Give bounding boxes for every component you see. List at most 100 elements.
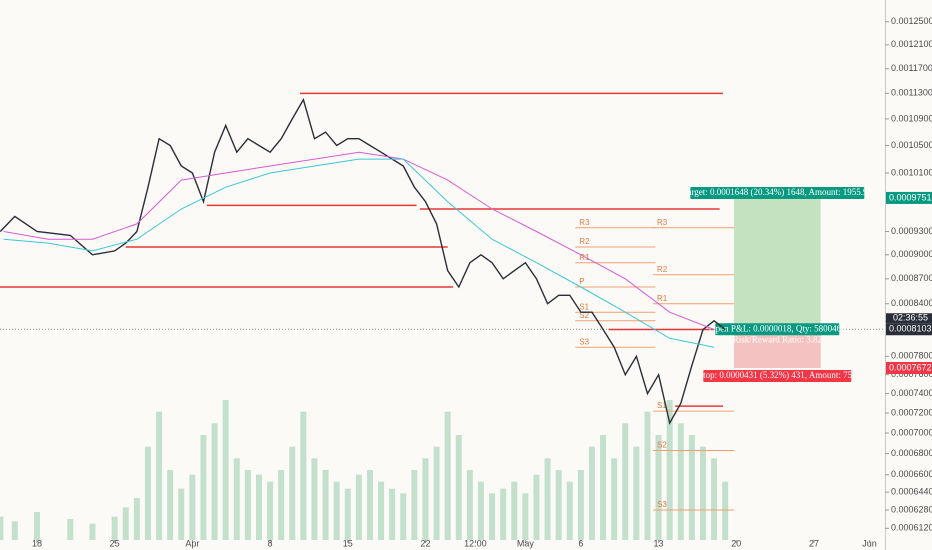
- y-tick-label: 0.0007000: [891, 427, 932, 437]
- pivot-label: S1: [657, 401, 667, 410]
- rr-label: Risk/Reward Ratio: 3.82: [733, 334, 822, 344]
- volume-bar: [378, 481, 385, 540]
- axis-tag: 0.0008103: [889, 324, 932, 334]
- target-label-bg: [690, 186, 865, 199]
- y-tick-label: 0.0010900: [891, 113, 932, 123]
- x-tick-label: May: [517, 538, 535, 548]
- volume-bar: [555, 470, 562, 540]
- volume-bar: [289, 446, 296, 540]
- band-line: [3, 151, 715, 330]
- volume-bar: [122, 507, 129, 540]
- target-label: Target: 0.0001648 (20.34%) 1648, Amount:…: [683, 187, 872, 197]
- volume-bar: [233, 458, 240, 540]
- x-tick-label: 15: [343, 538, 353, 548]
- pivot-label: R2: [657, 265, 668, 274]
- y-tick-label: 0.0006120: [891, 523, 932, 533]
- axis-tag-bg: [886, 191, 932, 204]
- volume-bar: [611, 458, 618, 540]
- volume-bar: [566, 481, 573, 540]
- countdown-bg: [886, 313, 932, 324]
- volume-bar: [133, 498, 140, 540]
- x-tick-label: 22: [420, 538, 430, 548]
- pivot-label: R1: [657, 294, 668, 303]
- volume-bar: [655, 435, 662, 540]
- pivot-label: S2: [657, 441, 667, 450]
- y-tick-label: 0.0007200: [891, 407, 932, 417]
- volume-bar: [688, 435, 695, 540]
- stop-zone: [734, 329, 821, 369]
- volume-bar: [722, 481, 729, 540]
- x-tick-label: 25: [110, 538, 120, 548]
- volume-bar: [411, 470, 418, 540]
- x-tick-label: 27: [809, 538, 819, 548]
- stop-label-bg: [703, 370, 852, 383]
- band-line: [3, 158, 715, 348]
- volume-bar: [677, 423, 684, 540]
- volume-bar: [0, 516, 4, 540]
- y-tick-label: 0.0008700: [891, 273, 932, 283]
- y-tick-label: 0.0012100: [891, 39, 932, 49]
- volume-bar: [333, 481, 340, 540]
- pivot-label: S1: [579, 302, 589, 311]
- axis-tag-bg: [886, 323, 932, 336]
- y-tick-label: 0.0006440: [891, 487, 932, 497]
- volume-bar: [644, 411, 651, 540]
- axis-tag-bg: [886, 362, 932, 375]
- volume-bar: [422, 458, 429, 540]
- x-tick-label: Apr: [185, 538, 199, 548]
- x-tick-label: 13: [654, 538, 664, 548]
- pivot-label: S3: [579, 337, 589, 346]
- target-zone: [734, 197, 821, 330]
- pivot-label: R2: [579, 237, 590, 246]
- y-tick-label: 0.0011700: [891, 63, 932, 73]
- pivot-label: S2: [579, 311, 589, 320]
- volume-bar: [477, 481, 484, 540]
- stop-label: Stop: 0.0000431 (5.32%) 431, Amount: 750: [698, 370, 857, 380]
- volume-bar: [11, 521, 18, 540]
- y-tick-label: 0.0006600: [891, 469, 932, 479]
- y-tick-label: 0.0012500: [891, 16, 932, 26]
- y-tick-label: 0.0007600: [891, 369, 932, 379]
- volume-bar: [200, 435, 207, 540]
- volume-bar: [255, 474, 262, 540]
- volume-bar: [699, 446, 706, 540]
- volume-bar: [167, 470, 174, 540]
- volume-bar: [222, 400, 229, 540]
- volume-bar: [633, 446, 640, 540]
- y-tick-label: 0.0009000: [891, 249, 932, 259]
- volume-bar: [500, 488, 507, 540]
- volume-bar: [144, 446, 151, 540]
- volume-bar: [544, 458, 551, 540]
- volume-bar: [311, 458, 318, 540]
- volume-bar: [322, 470, 329, 540]
- volume-bar: [189, 474, 196, 540]
- y-tick-label: 0.0010100: [891, 167, 932, 177]
- y-tick-label: 0.0006280: [891, 504, 932, 514]
- pivot-label: R3: [579, 218, 590, 227]
- volume-bar: [466, 470, 473, 540]
- pnl-label: Open P&L: 0.0000018, Qty: 5800464: [709, 323, 846, 333]
- y-tick-label: 0.0009300: [891, 226, 932, 236]
- volume-bar: [267, 481, 274, 540]
- volume-bar: [366, 470, 373, 540]
- volume-bar: [156, 411, 163, 540]
- x-tick-label: 18: [32, 538, 42, 548]
- volume-bar: [489, 493, 496, 540]
- x-tick-label: 8: [268, 538, 273, 548]
- volume-bar: [33, 512, 40, 540]
- x-tick-label: 20: [731, 538, 741, 548]
- volume-bar: [711, 458, 718, 540]
- volume-bar: [344, 488, 351, 540]
- y-tick-label: 0.0006800: [891, 448, 932, 458]
- volume-bar: [444, 411, 451, 540]
- volume-bar: [111, 516, 118, 540]
- pivot-label: P: [579, 277, 584, 286]
- volume-bar: [522, 493, 529, 540]
- volume-bar: [389, 488, 396, 540]
- x-tick-label: 12:00: [464, 538, 487, 548]
- volume-bar: [533, 474, 540, 540]
- y-tick-label: 0.0007800: [891, 351, 932, 361]
- y-tick-label: 0.0011300: [891, 88, 932, 98]
